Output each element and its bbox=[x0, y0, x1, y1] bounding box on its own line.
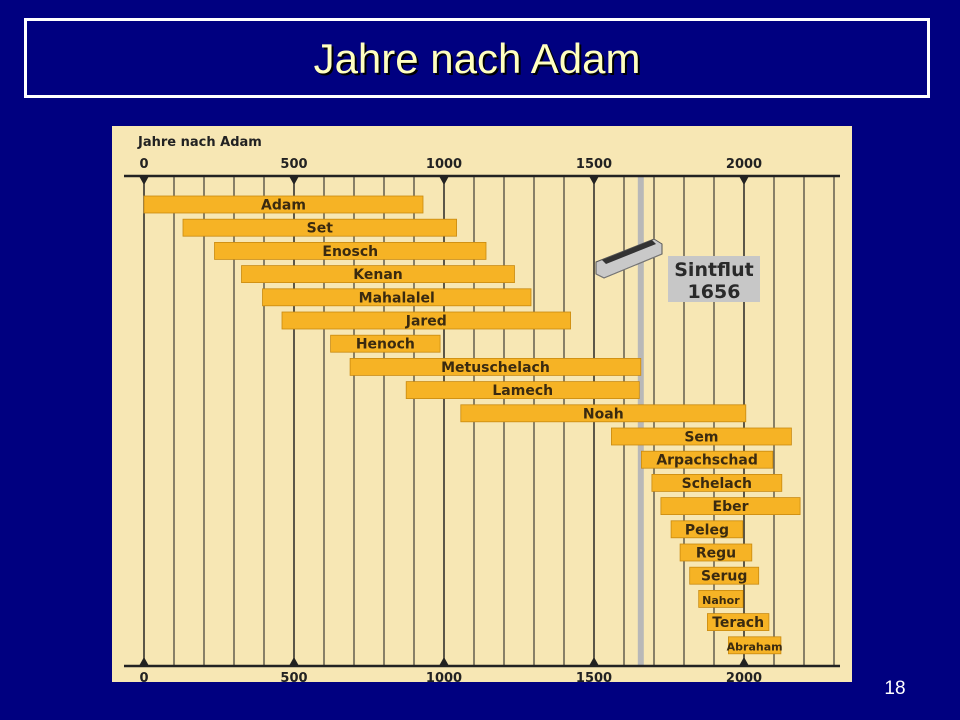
axis-tick-label: 500 bbox=[280, 157, 307, 172]
axis-tick-label: 1000 bbox=[426, 157, 462, 172]
lifespan-bar bbox=[689, 566, 760, 585]
lifespan-label: Serug bbox=[701, 569, 747, 585]
lifespan-bar bbox=[651, 473, 783, 492]
axis-tick-marker bbox=[589, 657, 599, 666]
lifespan-label: Noah bbox=[583, 406, 624, 422]
lifespan-label: Schelach bbox=[682, 476, 752, 492]
lifespan-bar bbox=[405, 381, 640, 400]
axis-tick-label: 500 bbox=[280, 671, 307, 682]
lifespan-label: Abraham bbox=[727, 640, 783, 653]
lifespan-bar bbox=[460, 404, 747, 423]
lifespan-bar bbox=[330, 334, 441, 353]
lifespan-bar bbox=[182, 218, 458, 237]
axis-tick-marker bbox=[439, 176, 449, 185]
lifespan-label: Mahalalel bbox=[359, 290, 435, 306]
axis-tick-marker bbox=[289, 657, 299, 666]
lifespan-label: Peleg bbox=[685, 522, 729, 538]
axis-tick-marker bbox=[589, 176, 599, 185]
lifespan-bar bbox=[670, 520, 744, 539]
lifespan-bar bbox=[214, 242, 487, 260]
axis-tick-marker bbox=[139, 176, 149, 185]
lifespan-label: Metuschelach bbox=[441, 360, 550, 376]
lifespan-bar bbox=[679, 543, 753, 562]
lifespan-bar bbox=[698, 589, 744, 608]
lifespan-label: Regu bbox=[696, 546, 736, 562]
lifespan-label: Lamech bbox=[492, 383, 553, 399]
axis-tick-marker bbox=[439, 657, 449, 666]
title-box: Jahre nach Adam bbox=[24, 18, 930, 98]
slide-title: Jahre nach Adam bbox=[313, 35, 641, 82]
slide-number: 18 bbox=[884, 678, 906, 699]
lifespan-bar bbox=[241, 265, 515, 284]
chart-title: Jahre nach Adam bbox=[137, 135, 262, 150]
lifespan-bar bbox=[641, 450, 774, 469]
lifespan-label: Eber bbox=[713, 499, 749, 515]
lifespan-bar bbox=[349, 357, 642, 376]
axis-tick-marker bbox=[289, 176, 299, 185]
lifespan-label: Nahor bbox=[702, 594, 740, 607]
flood-box bbox=[668, 256, 760, 302]
lifespan-bar bbox=[262, 288, 532, 307]
lifespan-label: Henoch bbox=[356, 337, 415, 353]
chart-panel: Jahre nach Adam Adam Set Enosch Kenan Mahala… bbox=[112, 126, 852, 682]
lifespan-bar bbox=[728, 636, 782, 655]
lifespan-label: Terach bbox=[712, 615, 764, 631]
flood-year: 1656 bbox=[688, 281, 741, 303]
axes-layer: 0 500 1000 1500 2000 0 500 1000 1500 2000 bbox=[124, 157, 840, 682]
ark-roof bbox=[602, 240, 656, 264]
lifespan-label: Kenan bbox=[353, 267, 402, 283]
lifespan-label: Arpachschad bbox=[656, 453, 758, 469]
axis-tick-label: 1000 bbox=[426, 671, 462, 682]
lifespan-label: Set bbox=[307, 221, 334, 237]
axis-tick-label: 1500 bbox=[576, 671, 612, 682]
axis-tick-label: 0 bbox=[139, 671, 148, 682]
lifespan-bar bbox=[707, 613, 770, 632]
axis-tick-marker bbox=[739, 657, 749, 666]
axis-tick-label: 1500 bbox=[576, 157, 612, 172]
lifespan-bar bbox=[660, 497, 801, 516]
ark-keel bbox=[595, 253, 663, 279]
axis-tick-label: 2000 bbox=[726, 671, 762, 682]
ark-illustration bbox=[595, 238, 663, 279]
lifespan-label: Enosch bbox=[322, 244, 378, 260]
lifespan-bar bbox=[281, 311, 572, 330]
axis-tick-marker bbox=[739, 176, 749, 185]
lifespan-label: Adam bbox=[261, 198, 306, 214]
lifespan-label: Sem bbox=[684, 430, 718, 446]
lifespan-bar bbox=[143, 195, 424, 214]
lifespan-label: Jared bbox=[405, 314, 447, 330]
axis-tick-marker bbox=[139, 657, 149, 666]
lifespan-bar bbox=[610, 427, 792, 446]
axis-tick-label: 0 bbox=[139, 157, 148, 172]
flood-label: Sintflut bbox=[674, 259, 754, 281]
axis-tick-label: 2000 bbox=[726, 157, 762, 172]
